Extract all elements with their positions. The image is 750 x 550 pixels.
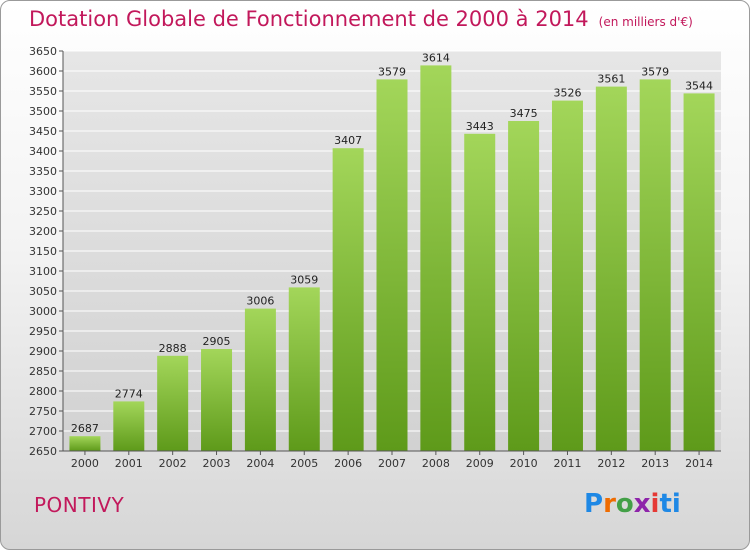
y-tick-label: 3250 xyxy=(29,205,57,218)
y-tick-label: 2850 xyxy=(29,365,57,378)
y-tick-label: 3500 xyxy=(29,105,57,118)
bar-value-label: 3059 xyxy=(290,273,318,286)
x-tick-label: 2001 xyxy=(115,457,143,470)
x-tick-label: 2014 xyxy=(685,457,713,470)
chart-title: Dotation Globale de Fonctionnement de 20… xyxy=(29,7,693,31)
bar xyxy=(332,148,364,451)
bar xyxy=(595,86,627,451)
bar-value-label: 3443 xyxy=(466,120,494,133)
x-tick-label: 2012 xyxy=(597,457,625,470)
y-tick-label: 3400 xyxy=(29,145,57,158)
bar-value-label: 3006 xyxy=(246,295,274,308)
y-tick-label: 3300 xyxy=(29,185,57,198)
bar xyxy=(639,79,671,452)
x-tick-label: 2011 xyxy=(553,457,581,470)
y-tick-label: 3100 xyxy=(29,265,57,278)
x-tick-label: 2000 xyxy=(71,457,99,470)
x-tick-label: 2003 xyxy=(203,457,231,470)
chart-subtitle: (en milliers d'€) xyxy=(598,15,693,29)
bar xyxy=(508,121,540,451)
y-tick-label: 2900 xyxy=(29,345,57,358)
bar-value-label: 3544 xyxy=(685,79,713,92)
y-tick-label: 3450 xyxy=(29,125,57,138)
x-tick-label: 2010 xyxy=(510,457,538,470)
bar-value-label: 3614 xyxy=(422,51,450,64)
bar xyxy=(288,287,320,451)
y-tick-label: 2800 xyxy=(29,385,57,398)
y-tick-label: 2750 xyxy=(29,405,57,418)
bar xyxy=(113,401,145,451)
bar xyxy=(420,65,452,452)
bar-value-label: 2888 xyxy=(159,342,187,355)
bar xyxy=(551,100,583,451)
bar-value-label: 3407 xyxy=(334,134,362,147)
bar-value-label: 3475 xyxy=(510,107,538,120)
bar-value-label: 2905 xyxy=(203,335,231,348)
x-tick-label: 2009 xyxy=(466,457,494,470)
bar-value-label: 2687 xyxy=(71,422,99,435)
x-tick-label: 2007 xyxy=(378,457,406,470)
x-tick-label: 2006 xyxy=(334,457,362,470)
bar xyxy=(201,349,233,451)
x-tick-label: 2013 xyxy=(641,457,669,470)
y-tick-label: 3150 xyxy=(29,245,57,258)
bar xyxy=(157,355,189,451)
bar xyxy=(69,436,101,451)
y-tick-label: 3650 xyxy=(29,45,57,58)
chart-title-text: Dotation Globale de Fonctionnement de 20… xyxy=(29,7,589,31)
y-tick-label: 2950 xyxy=(29,325,57,338)
commune-name: PONTIVY xyxy=(34,493,125,517)
bar-value-label: 3579 xyxy=(378,65,406,78)
bar xyxy=(376,79,408,452)
bar-value-label: 2774 xyxy=(115,387,143,400)
bar-value-label: 3526 xyxy=(553,87,581,100)
y-tick-label: 3000 xyxy=(29,305,57,318)
y-tick-label: 3550 xyxy=(29,85,57,98)
bar xyxy=(683,93,715,452)
y-tick-label: 2700 xyxy=(29,425,57,438)
x-tick-label: 2004 xyxy=(246,457,274,470)
y-tick-label: 3200 xyxy=(29,225,57,238)
x-tick-label: 2008 xyxy=(422,457,450,470)
bar-value-label: 3579 xyxy=(641,65,669,78)
y-tick-label: 3600 xyxy=(29,65,57,78)
y-tick-label: 3050 xyxy=(29,285,57,298)
bar-value-label: 3561 xyxy=(597,73,625,86)
bar xyxy=(464,133,496,452)
x-tick-label: 2005 xyxy=(290,457,318,470)
y-tick-label: 2650 xyxy=(29,445,57,458)
bar xyxy=(244,308,276,451)
y-tick-label: 3350 xyxy=(29,165,57,178)
proxiti-logo[interactable]: Proxiti xyxy=(584,489,681,519)
x-tick-label: 2002 xyxy=(159,457,187,470)
